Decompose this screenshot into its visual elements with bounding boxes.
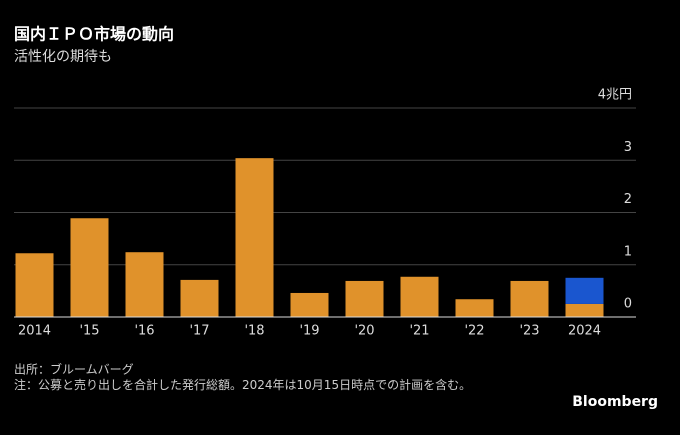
note-box: 注：公募と売り出しを合計した発行総額。2024年は10月15日時点での計画を含む… (14, 378, 472, 392)
bar (565, 303, 604, 317)
x-tick-label: '20 (354, 324, 374, 339)
bar (455, 299, 494, 317)
source: 出所：ブルームバーグ (14, 362, 134, 377)
bar (125, 252, 164, 317)
y-tick-label: 2 (624, 192, 632, 207)
chart-title: 国内ＩＰＯ市場の動向 (14, 25, 174, 44)
note: 注：公募と売り出しを合計した発行総額。2024年は10月15日時点での計画を含む… (14, 378, 472, 392)
bar (510, 280, 549, 317)
bar (345, 280, 384, 317)
x-tick-label: '17 (189, 324, 209, 339)
x-tick-label: '19 (299, 324, 319, 339)
x-tick-label: '18 (244, 324, 264, 339)
x-tick-label: '21 (409, 324, 429, 339)
bar (235, 158, 274, 317)
y-tick-label: 3 (624, 140, 632, 155)
x-tick-label: 2024 (568, 324, 601, 339)
y-tick-label: 4兆円 (598, 88, 632, 103)
chart-subtitle: 活性化の期待も (14, 49, 112, 65)
bar (70, 218, 109, 317)
x-tick-label: '15 (79, 324, 99, 339)
bar (180, 279, 219, 317)
bar (400, 276, 439, 317)
x-tick-label: '23 (519, 324, 539, 339)
bar (290, 292, 329, 317)
brand: Bloomberg (572, 394, 658, 410)
y-tick-label: 0 (624, 297, 632, 312)
bar (565, 277, 604, 304)
bar (15, 253, 54, 317)
y-tick-label: 1 (624, 244, 632, 259)
x-tick-label: '22 (464, 324, 484, 339)
x-tick-label: 2014 (18, 324, 51, 339)
x-tick-label: '16 (134, 324, 154, 339)
